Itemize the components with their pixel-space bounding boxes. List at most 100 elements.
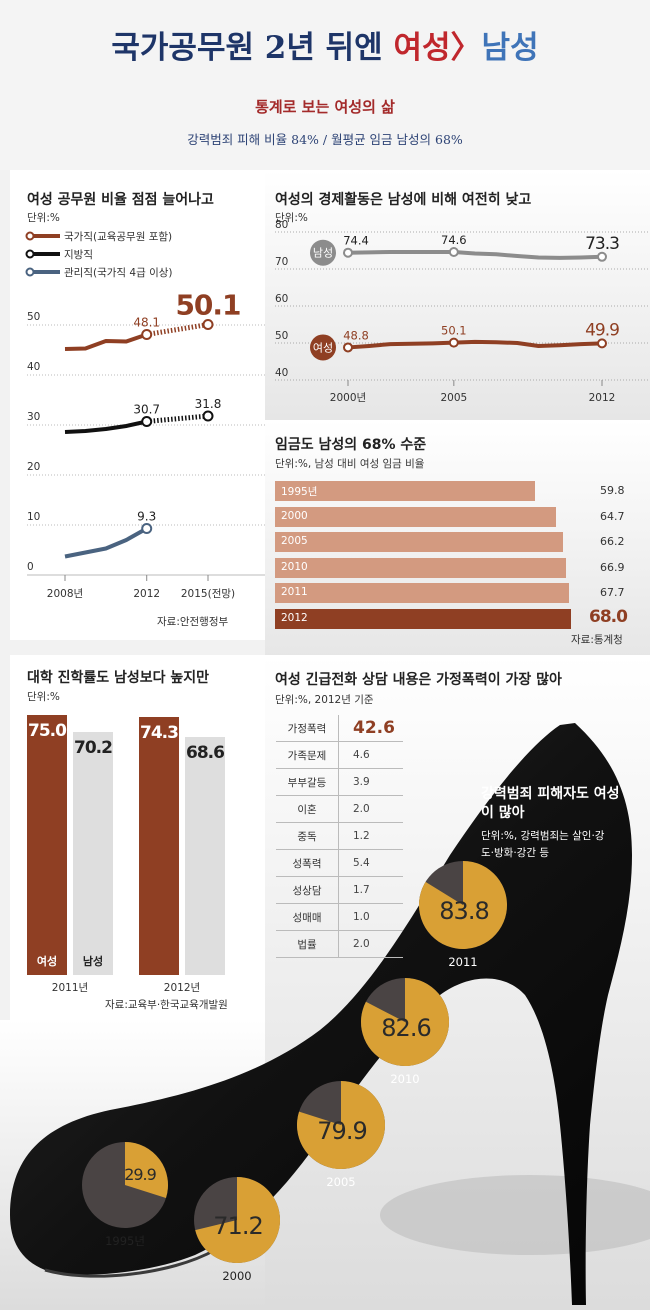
econ-series-badge-label: 남성: [313, 247, 333, 260]
econ-y-tick-label: 40: [275, 367, 288, 379]
crime-pie-year: 2005: [326, 1175, 355, 1189]
hotline-value: 1.2: [338, 822, 403, 850]
econ-series-badge: [310, 334, 336, 361]
hotline-category: 부부갈등: [276, 768, 339, 796]
college-bar-value: 68.6: [186, 743, 225, 763]
wage-bar: 2000: [275, 506, 556, 527]
civil-data-label: 48.1: [133, 316, 160, 330]
wage-unit: 단위:%, 남성 대비 여성 임금 비율: [275, 458, 425, 470]
hotline-category: 이혼: [276, 795, 339, 823]
civil-series-line: [64, 332, 148, 351]
civil-y-tick-label: 30: [27, 411, 40, 423]
hotline-row: 성폭력 5.4: [276, 849, 403, 877]
hotline-row: 중독 1.2: [276, 822, 403, 850]
crime-pie-slice: [297, 1081, 386, 1169]
econ-point-marker: [448, 246, 459, 257]
civil-unit: 단위:%: [27, 212, 60, 224]
civil-series-line: [64, 419, 148, 434]
hotline-table: 가정폭력 42.6 가족문제 4.6 부부갈등 3.9 이혼 2.0 중독 1.2 성폭력 5.4 성상…: [276, 715, 403, 958]
hotline-row: 가족문제 4.6: [276, 741, 403, 769]
civil-y-tick-label: 20: [27, 461, 40, 473]
title-part-men: 남성: [481, 30, 539, 66]
wage-bar-value: 67.7: [600, 586, 625, 599]
civil-legend-marker: [25, 249, 35, 259]
econ-y-tick-label: 60: [275, 293, 288, 305]
page-summary: 강력범죄 피해 비율 84% / 월평균 임금 남성의 68%: [187, 132, 463, 147]
crime-pie-slice: [195, 1177, 280, 1263]
crime-pie-value: 71.2: [213, 1212, 262, 1240]
crime-pie-year: 1995년: [105, 1234, 145, 1248]
hotline-value: 42.6: [338, 715, 403, 742]
civil-legend-label: 관리직(국가직 4급 이상): [64, 267, 173, 279]
college-bar: [73, 732, 113, 975]
hotline-title: 여성 긴급전화 상담 내용은 가정폭력이 가장 많아: [275, 672, 562, 688]
wage-bar: 1995년: [275, 481, 535, 501]
wage-title: 임금도 남성의 68% 수준: [275, 437, 427, 453]
econ-series-badge: [310, 239, 336, 266]
econ-panel: 여성의 경제활동은 남성에 비해 여전히 낮고 단위:% 40 50 60 70 80 2…: [265, 170, 650, 420]
hotline-category: 법률: [276, 930, 339, 958]
civil-point-marker: [141, 523, 153, 534]
college-bar-value: 75.0: [28, 721, 67, 741]
hotline-value: 2.0: [338, 930, 403, 958]
civil-data-label: 9.3: [137, 510, 156, 524]
econ-y-tick-label: 50: [275, 330, 288, 342]
college-source: 자료:교육부·한국교육개발원: [105, 999, 228, 1011]
title-part-a: 국가공무원 2년 뒤엔: [111, 30, 394, 66]
wage-bar-label: 2010: [281, 560, 308, 573]
econ-unit: 단위:%: [275, 212, 308, 224]
college-unit: 단위:%: [27, 691, 60, 703]
hotline-row: 가정폭력 42.6: [276, 715, 403, 742]
hotline-unit: 단위:%, 2012년 기준: [275, 694, 374, 706]
title-part-women: 여성: [393, 30, 451, 66]
hotline-value: 2.0: [338, 795, 403, 823]
crime-title: 강력범죄 피해자도 여성이 많아: [481, 786, 620, 821]
econ-y-tick-label: 70: [275, 256, 288, 268]
civil-panel: 여성 공무원 비율 점점 늘어나고 단위:% 국가직(교육공무원 포함) 지방직 관…: [10, 170, 265, 640]
wage-bar-value: 64.7: [600, 509, 625, 523]
civil-legend-label: 지방직: [64, 249, 93, 261]
civil-point-marker: [141, 329, 153, 340]
civil-y-tick-label: 10: [27, 511, 40, 523]
econ-series-line: [347, 249, 603, 260]
college-bar: [27, 715, 67, 975]
wage-bar-label: 2011: [281, 586, 308, 598]
wage-bar-value: 66.9: [600, 560, 625, 574]
wage-bar-value: 59.8: [600, 484, 625, 497]
civil-title: 여성 공무원 비율 점점 늘어나고: [27, 192, 214, 208]
wage-panel: 임금도 남성의 68% 수준 단위:%, 남성 대비 여성 임금 비율 1995…: [265, 420, 650, 660]
crime-pie-year: 2011: [448, 955, 477, 969]
civil-y-tick-label: 0: [27, 561, 34, 573]
college-bar-value: 70.2: [74, 738, 113, 758]
hotline-category: 성폭력: [276, 849, 339, 877]
college-x-tick-label: 2012년: [163, 982, 201, 994]
college-bar: [185, 737, 225, 975]
civil-series-line: [64, 526, 148, 559]
econ-data-label: 73.3: [585, 234, 619, 254]
civil-data-label: 31.8: [195, 397, 222, 411]
wage-bar: 2011: [275, 583, 569, 603]
wage-bar-label: 2005: [281, 535, 308, 547]
econ-data-label: 48.8: [343, 328, 369, 342]
econ-point-marker: [448, 337, 459, 348]
crime-pie-slice: [125, 1142, 168, 1199]
civil-projection-line: [146, 413, 209, 424]
hotline-category: 성매매: [276, 903, 339, 931]
college-panel: 대학 진학률도 남성보다 높지만 단위:% 75.0 여성 70.2 남성 2011년 7…: [10, 655, 265, 1020]
hotline-row: 법률 2.0: [276, 930, 403, 958]
hotline-category: 중독: [276, 822, 339, 850]
hotline-category: 가정폭력: [276, 715, 339, 742]
crime-unit: 단위:%, 강력범죄는 살인·강도·방화·강간 등: [481, 830, 605, 859]
crime-pies: 29.9 1995년 71.2 2000 79.9 2005 82.6 2010 83.8 201…: [82, 861, 507, 1283]
college-x-tick-label: 2011년: [51, 982, 89, 994]
econ-point-marker: [597, 338, 607, 349]
page-title: 국가공무원 2년 뒤엔 여성〉남성: [0, 22, 650, 67]
econ-series-badge-label: 여성: [313, 341, 333, 354]
crime-pie-year: 2010: [390, 1072, 419, 1086]
civil-legend-marker: [25, 267, 35, 277]
crime-pie-value: 82.6: [381, 1014, 430, 1042]
hotline-row: 이혼 2.0: [276, 795, 403, 823]
econ-title: 여성의 경제활동은 남성에 비해 여전히 낮고: [275, 192, 532, 208]
civil-y-tick-label: 40: [27, 361, 40, 373]
econ-data-label: 50.1: [441, 324, 467, 338]
